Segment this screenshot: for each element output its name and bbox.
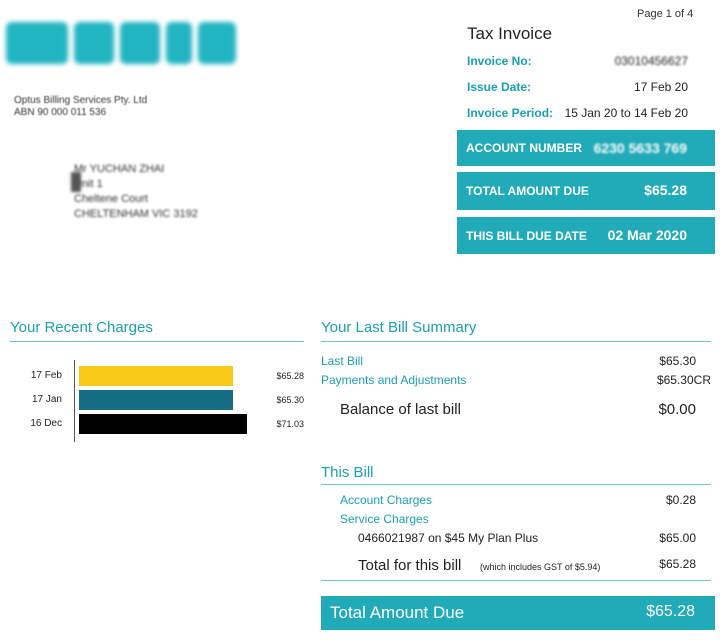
address-line-3: Cheltene Court xyxy=(74,193,148,205)
recent-charges-divider xyxy=(10,341,304,342)
bar-value-1: $65.30 xyxy=(276,395,304,405)
invoice-period-value: 15 Jan 20 to 14 Feb 20 xyxy=(564,106,688,120)
optus-logo xyxy=(6,18,236,68)
total-amount-due-bar-value: $65.28 xyxy=(646,603,695,620)
bar-value-2: $71.03 xyxy=(276,419,304,429)
payments-adjustments-label: Payments and Adjustments xyxy=(321,373,467,387)
issue-date-label: Issue Date: xyxy=(467,80,532,94)
balance-last-bill-label: Balance of last bill xyxy=(340,401,461,418)
account-charges-value: $0.28 xyxy=(665,493,696,507)
due-date-label: THIS BILL DUE DATE xyxy=(466,229,587,243)
total-this-bill-label: Total for this bill xyxy=(358,557,462,574)
due-date-box: THIS BILL DUE DATE 02 Mar 2020 xyxy=(457,217,715,254)
bar-label-1: 17 Jan xyxy=(31,394,62,405)
address-line-2: Unit 1 xyxy=(74,178,103,190)
payments-adjustments-value: $65.30CR xyxy=(656,373,711,387)
service-line-label: 0466021987 on $45 My Plan Plus xyxy=(358,531,539,545)
account-charges-label: Account Charges xyxy=(340,493,433,507)
bar-0 xyxy=(79,366,233,386)
biller-name: Optus Billing Services Pty. Ltd xyxy=(14,95,148,106)
last-bill-summary-title: Your Last Bill Summary xyxy=(321,319,477,336)
this-bill-title: This Bill xyxy=(321,464,374,481)
address-line-4: CHELTENHAM VIC 3192 xyxy=(74,208,198,220)
recipient-address: Mr YUCHAN ZHAI Unit 1 Cheltene Court CHE… xyxy=(71,162,198,222)
last-bill-summary-divider xyxy=(321,341,711,342)
address-barcode-icon xyxy=(71,172,81,192)
due-date-value: 02 Mar 2020 xyxy=(607,227,687,243)
bar-label-0: 17 Feb xyxy=(30,370,62,381)
this-bill-divider xyxy=(321,484,711,485)
this-bill-bottom-divider xyxy=(321,580,711,581)
total-amount-due-label: TOTAL AMOUNT DUE xyxy=(466,184,589,198)
invoice-number-value: 03010456627 xyxy=(614,54,688,68)
account-number-box: ACCOUNT NUMBER 6230 5633 769 xyxy=(457,130,715,166)
biller-abn: ABN 90 000 011 536 xyxy=(14,107,107,118)
invoice-number-label: Invoice No: xyxy=(467,54,532,68)
chart-axis xyxy=(74,360,75,442)
account-number-value: 6230 5633 769 xyxy=(593,140,687,156)
bar-value-0: $65.28 xyxy=(276,371,304,381)
bar-1 xyxy=(79,390,233,410)
recent-charges-title: Your Recent Charges xyxy=(10,319,153,336)
biller-info: Optus Billing Services Pty. Ltd ABN 90 0… xyxy=(14,95,147,119)
service-line-value: $65.00 xyxy=(659,531,696,545)
last-bill-label: Last Bill xyxy=(321,354,364,368)
recent-charges-chart: 17 Feb $65.28 17 Jan $65.30 16 Dec $71.03 xyxy=(10,360,310,444)
total-amount-due-bar: Total Amount Due $65.28 xyxy=(321,596,715,630)
document-title: Tax Invoice xyxy=(467,24,553,43)
total-this-bill-value: $65.28 xyxy=(659,557,696,571)
bar-2 xyxy=(79,414,247,434)
address-line-1: Mr YUCHAN ZHAI xyxy=(74,163,165,175)
bar-label-2: 16 Dec xyxy=(30,418,62,429)
balance-last-bill-value: $0.00 xyxy=(658,401,696,418)
last-bill-value: $65.30 xyxy=(659,354,696,368)
account-number-label: ACCOUNT NUMBER xyxy=(466,141,582,155)
invoice-period-label: Invoice Period: xyxy=(467,106,554,120)
page-number: Page 1 of 4 xyxy=(637,8,694,20)
total-amount-due-box: TOTAL AMOUNT DUE $65.28 xyxy=(457,172,715,210)
total-amount-due-value: $65.28 xyxy=(644,182,687,198)
service-charges-label: Service Charges xyxy=(340,512,429,526)
issue-date-value: 17 Feb 20 xyxy=(633,80,688,94)
gst-note: (which includes GST of $5.94) xyxy=(480,562,601,572)
total-amount-due-bar-label: Total Amount Due xyxy=(330,603,465,622)
